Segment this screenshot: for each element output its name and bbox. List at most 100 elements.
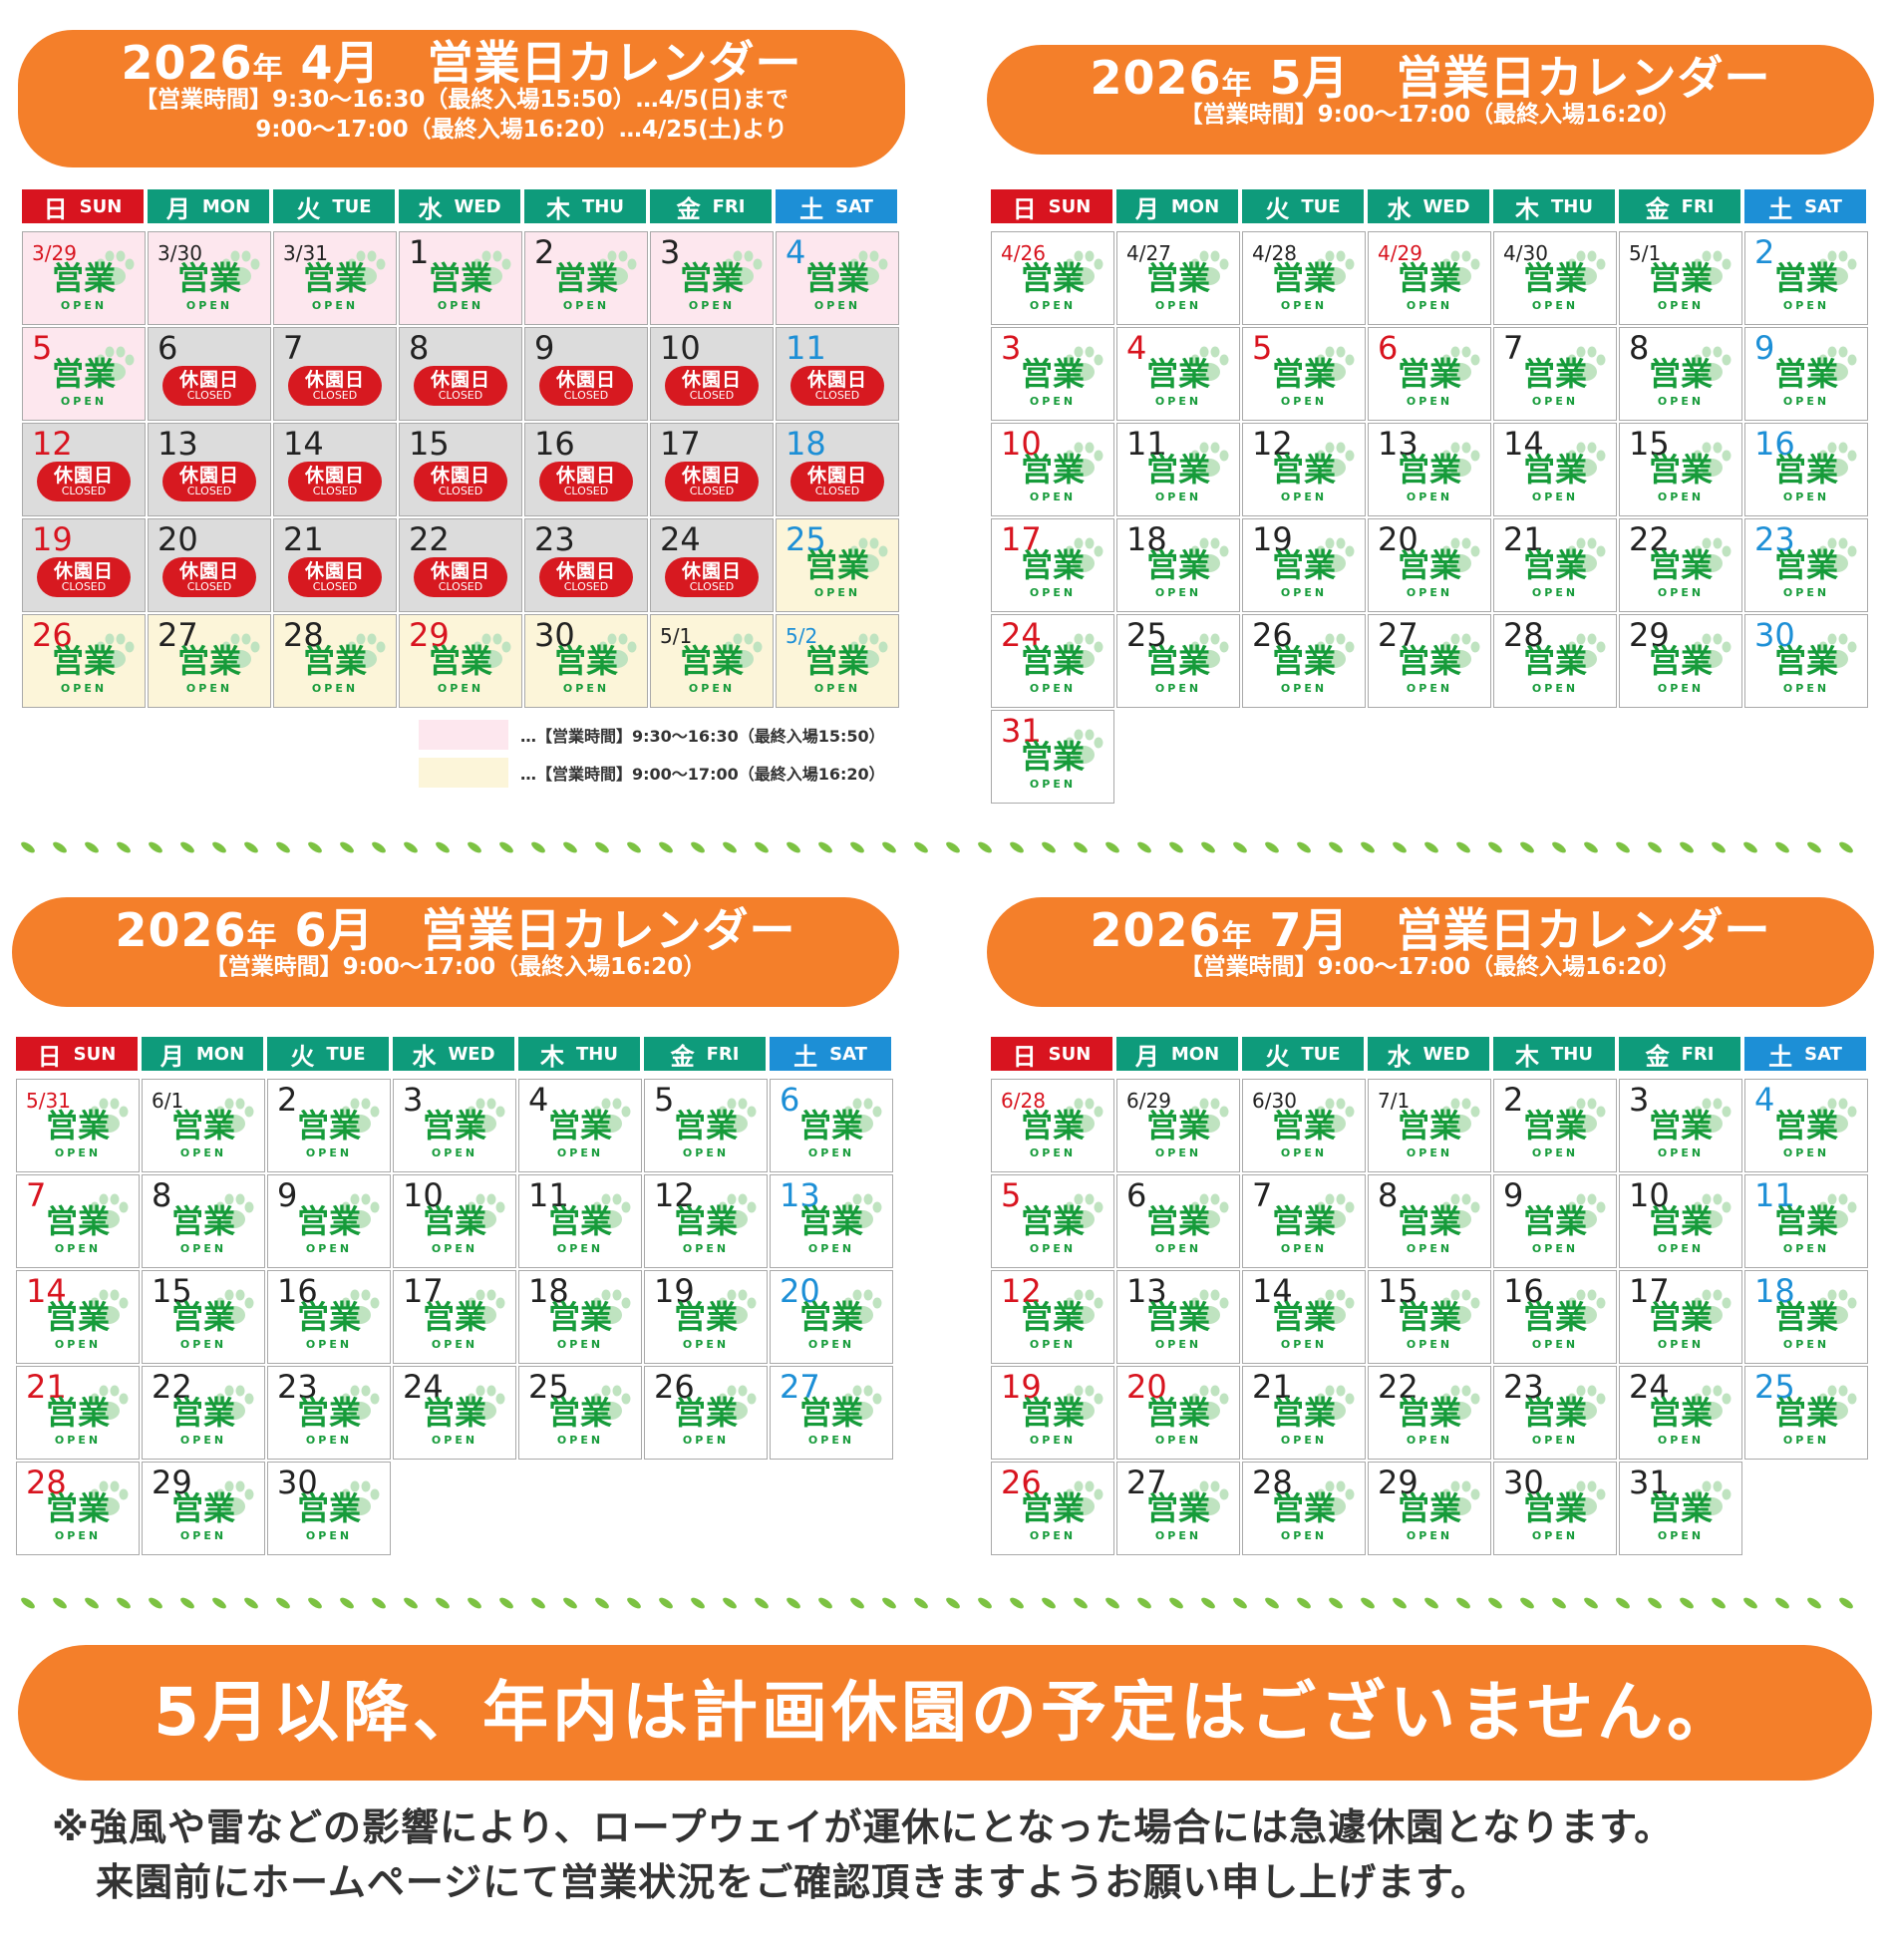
day-cell: 21 休園日 CLOSED bbox=[273, 518, 397, 612]
month: 7月 bbox=[1269, 903, 1350, 957]
day-number: 17 bbox=[1001, 520, 1042, 558]
day-number: 28 bbox=[1503, 616, 1544, 654]
day-number: 26 bbox=[32, 616, 73, 654]
day-number: 13 bbox=[1378, 425, 1418, 463]
open-label: 営業 bbox=[1522, 1394, 1587, 1432]
leaf-icon bbox=[1456, 1597, 1470, 1609]
paw-print-icon bbox=[1316, 250, 1355, 285]
day-number: 9 bbox=[277, 1176, 298, 1214]
day-cell: 15 営業 OPEN bbox=[1368, 1270, 1491, 1364]
day-cell: 28 営業 OPEN bbox=[16, 1462, 140, 1555]
leaf-icon bbox=[755, 1597, 769, 1609]
open-label: 営業 bbox=[1522, 1298, 1587, 1336]
leaf-icon bbox=[563, 841, 577, 853]
leaf-icon bbox=[117, 841, 131, 853]
day-number: 5 bbox=[1001, 1176, 1022, 1214]
day-number: 13 bbox=[780, 1176, 820, 1214]
leaf-icon bbox=[595, 1597, 609, 1609]
leaf-icon bbox=[1297, 1597, 1311, 1609]
day-number: 25 bbox=[786, 520, 826, 558]
day-cell: 7 営業 OPEN bbox=[1493, 327, 1617, 421]
day-cell: 18 休園日 CLOSED bbox=[776, 423, 899, 516]
leaf-icon bbox=[1520, 841, 1534, 853]
weekday-en: THU bbox=[576, 1043, 618, 1065]
leaf-icon bbox=[308, 1597, 322, 1609]
open-label-en: OPEN bbox=[431, 1146, 478, 1159]
day-cell: 6 休園日 CLOSED bbox=[148, 327, 271, 421]
day-cell: 10 休園日 CLOSED bbox=[650, 327, 774, 421]
day-cell: 3 営業 OPEN bbox=[393, 1079, 516, 1172]
paw-print-icon bbox=[1316, 1289, 1355, 1324]
open-label: 営業 bbox=[1397, 1394, 1461, 1432]
day-cell: 13 営業 OPEN bbox=[1368, 423, 1491, 516]
day-number: 4/26 bbox=[1001, 241, 1046, 265]
day-cell: 14 営業 OPEN bbox=[1493, 423, 1617, 516]
open-label-en: OPEN bbox=[1782, 1242, 1830, 1255]
open-label: 営業 bbox=[1145, 451, 1210, 489]
weekday-en: WED bbox=[448, 1043, 495, 1065]
day-cell: 27 営業 OPEN bbox=[770, 1366, 893, 1460]
day-cell: 24 営業 OPEN bbox=[991, 614, 1114, 708]
day-number: 15 bbox=[152, 1272, 192, 1310]
weekday-ja: 水 bbox=[412, 1042, 437, 1071]
weekday-ja: 水 bbox=[418, 194, 443, 223]
day-number: 18 bbox=[528, 1272, 569, 1310]
legend-row-yellow: …【営業時間】9:00〜17:00（最終入場16:20） bbox=[419, 758, 885, 788]
day-cell: 8 営業 OPEN bbox=[1619, 327, 1742, 421]
open-label: 営業 bbox=[1397, 546, 1461, 584]
closed-badge: 休園日 CLOSED bbox=[665, 366, 759, 406]
closed-label-en: CLOSED bbox=[312, 485, 358, 497]
leaf-icon bbox=[627, 841, 641, 853]
day-cell: 11 休園日 CLOSED bbox=[776, 327, 899, 421]
leaf-icon bbox=[276, 1597, 290, 1609]
open-label: 営業 bbox=[1773, 1202, 1838, 1240]
open-label-en: OPEN bbox=[1657, 682, 1705, 695]
day-number: 3 bbox=[1001, 329, 1022, 367]
open-label: 営業 bbox=[1773, 1107, 1838, 1144]
weekday-en: FRI bbox=[1681, 1043, 1715, 1065]
leaf-icon bbox=[1488, 1597, 1502, 1609]
paw-print-icon bbox=[467, 1098, 505, 1133]
closed-label: 休園日 bbox=[304, 465, 365, 487]
closed-badge: 休園日 CLOSED bbox=[539, 462, 633, 501]
day-cell: 16 休園日 CLOSED bbox=[524, 423, 648, 516]
open-label-en: OPEN bbox=[1029, 586, 1077, 599]
leaf-icon bbox=[1616, 1597, 1630, 1609]
paw-print-icon bbox=[215, 1098, 254, 1133]
day-cell: 6/30 営業 OPEN bbox=[1242, 1079, 1366, 1172]
closed-label-en: CLOSED bbox=[438, 485, 483, 497]
weekday-en: SUN bbox=[79, 195, 123, 217]
paw-print-icon bbox=[724, 250, 763, 285]
paw-print-icon bbox=[1441, 346, 1480, 381]
open-label-en: OPEN bbox=[1154, 682, 1202, 695]
business-hours: 【営業時間】9:00〜17:00（最終入場16:20） bbox=[204, 954, 707, 980]
day-cell: 2 営業 OPEN bbox=[1744, 231, 1868, 325]
day-cell: 22 休園日 CLOSED bbox=[399, 518, 522, 612]
open-label: 営業 bbox=[1397, 1489, 1461, 1527]
paw-print-icon bbox=[1190, 633, 1229, 668]
paw-print-icon bbox=[598, 633, 637, 668]
day-number: 16 bbox=[1754, 425, 1795, 463]
day-cell: 16 営業 OPEN bbox=[1493, 1270, 1617, 1364]
day-number: 2 bbox=[277, 1081, 298, 1119]
open-label: 営業 bbox=[45, 1298, 110, 1336]
leaf-icon bbox=[1712, 841, 1726, 853]
weekday-en: WED bbox=[1422, 195, 1470, 217]
leaf-icon bbox=[212, 1597, 226, 1609]
day-number: 31 bbox=[1001, 712, 1042, 750]
day-cell: 27 営業 OPEN bbox=[148, 614, 271, 708]
paw-print-icon bbox=[843, 1098, 882, 1133]
leaf-icon bbox=[1329, 841, 1343, 853]
open-label-en: OPEN bbox=[1531, 1338, 1579, 1351]
open-label: 営業 bbox=[428, 259, 492, 297]
leaf-icon bbox=[595, 841, 609, 853]
day-number: 8 bbox=[1378, 1176, 1399, 1214]
day-cell: 5/1 営業 OPEN bbox=[650, 614, 774, 708]
paw-print-icon bbox=[1441, 1385, 1480, 1420]
open-label-en: OPEN bbox=[1154, 1529, 1202, 1542]
day-number: 28 bbox=[283, 616, 324, 654]
closed-label-en: CLOSED bbox=[186, 389, 232, 402]
leaf-icon bbox=[404, 1597, 418, 1609]
open-label: 営業 bbox=[673, 1202, 738, 1240]
open-label-en: OPEN bbox=[1782, 1338, 1830, 1351]
